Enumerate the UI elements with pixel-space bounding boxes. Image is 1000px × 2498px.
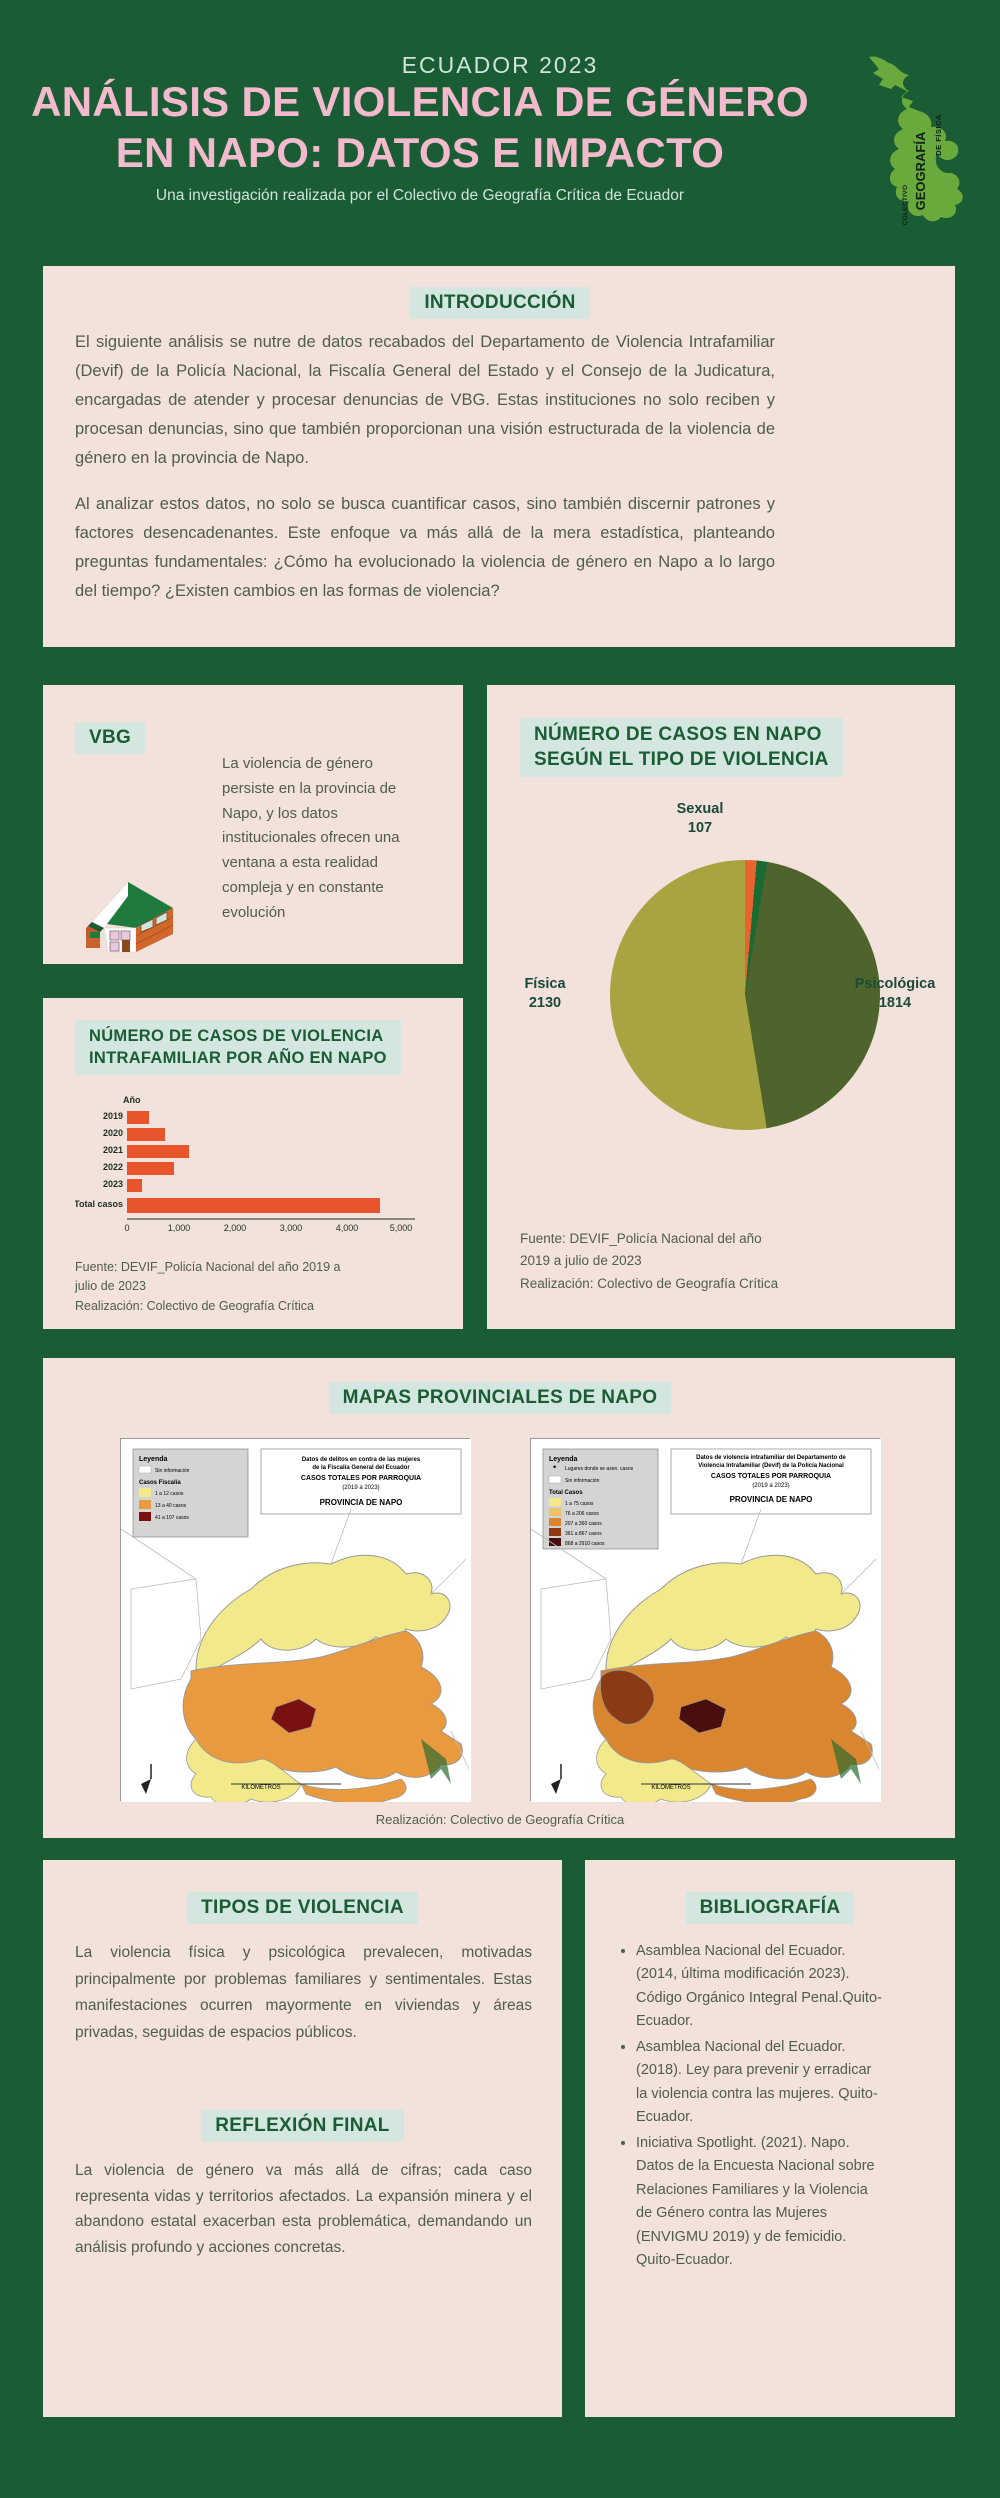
svg-text:Sin información: Sin información: [155, 1468, 190, 1474]
svg-text:CASOS TOTALES POR PARROQUIA: CASOS TOTALES POR PARROQUIA: [301, 1475, 421, 1482]
svg-text:Datos de violencia intrafamili: Datos de violencia intrafamiliar del Dep…: [696, 1455, 846, 1461]
svg-text:2023: 2023: [103, 1179, 123, 1189]
svg-text:•: •: [553, 1462, 556, 1472]
svg-text:41 a 107 casos: 41 a 107 casos: [155, 1515, 189, 1521]
svg-text:76 a 206 casos: 76 a 206 casos: [565, 1511, 599, 1517]
svg-text:5,000: 5,000: [390, 1223, 413, 1233]
svg-text:Total casos: Total casos: [75, 1199, 123, 1209]
svg-text:Leyenda: Leyenda: [139, 1456, 168, 1463]
svg-text:PROVINCIA DE NAPO: PROVINCIA DE NAPO: [320, 1498, 403, 1507]
svg-text:2019: 2019: [103, 1111, 123, 1121]
svg-text:COLECTIVO: COLECTIVO: [902, 185, 909, 225]
svg-text:2,000: 2,000: [224, 1223, 247, 1233]
svg-text:1 a 12 casos: 1 a 12 casos: [155, 1491, 184, 1497]
svg-text:GEOGRAFÍA: GEOGRAFÍA: [913, 131, 928, 210]
svg-text:Lugares donde se asen. casos: Lugares donde se asen. casos: [565, 1466, 634, 1472]
svg-text:361 a 867 casos: 361 a 867 casos: [565, 1531, 602, 1537]
svg-text:Datos de delitos en contra de: Datos de delitos en contra de las mujere…: [302, 1457, 421, 1463]
svg-text:(2019 a 2023): (2019 a 2023): [342, 1485, 379, 1491]
svg-text:Casos Fiscalía: Casos Fiscalía: [139, 1480, 181, 1486]
svg-text:4,000: 4,000: [336, 1223, 359, 1233]
svg-text:Sin información: Sin información: [565, 1478, 600, 1484]
svg-text:(2019 a 2023): (2019 a 2023): [752, 1483, 789, 1489]
svg-text:KILOMETROS: KILOMETROS: [651, 1785, 690, 1791]
svg-text:Violencia Intrafamiliar (Devif: Violencia Intrafamiliar (Devif) de la Po…: [698, 1463, 844, 1469]
svg-text:1,000: 1,000: [168, 1223, 191, 1233]
svg-text:207 a 360 casos: 207 a 360 casos: [565, 1521, 602, 1527]
svg-text:0: 0: [124, 1223, 129, 1233]
svg-text:de la Fiscalía General del Ecu: de la Fiscalía General del Ecuador: [312, 1465, 410, 1471]
svg-text:PROVINCIA DE NAPO: PROVINCIA DE NAPO: [730, 1495, 813, 1504]
svg-text:2022: 2022: [103, 1162, 123, 1172]
svg-text:CASOS TOTALES POR PARROQUIA: CASOS TOTALES POR PARROQUIA: [711, 1473, 831, 1480]
svg-text:13 a 40 casos: 13 a 40 casos: [155, 1503, 187, 1509]
svg-text:KILOMETROS: KILOMETROS: [241, 1785, 280, 1791]
svg-text:Año: Año: [123, 1095, 141, 1105]
svg-text:2020: 2020: [103, 1128, 123, 1138]
svg-text:2021: 2021: [103, 1145, 123, 1155]
svg-text:3,000: 3,000: [280, 1223, 303, 1233]
svg-text:868 a 2910 casos: 868 a 2910 casos: [565, 1541, 605, 1547]
svg-text:DE FÍSICA: DE FÍSICA: [934, 114, 943, 156]
svg-text:Total Casos: Total Casos: [549, 1490, 583, 1496]
svg-text:1 a 75 casos: 1 a 75 casos: [565, 1501, 594, 1507]
